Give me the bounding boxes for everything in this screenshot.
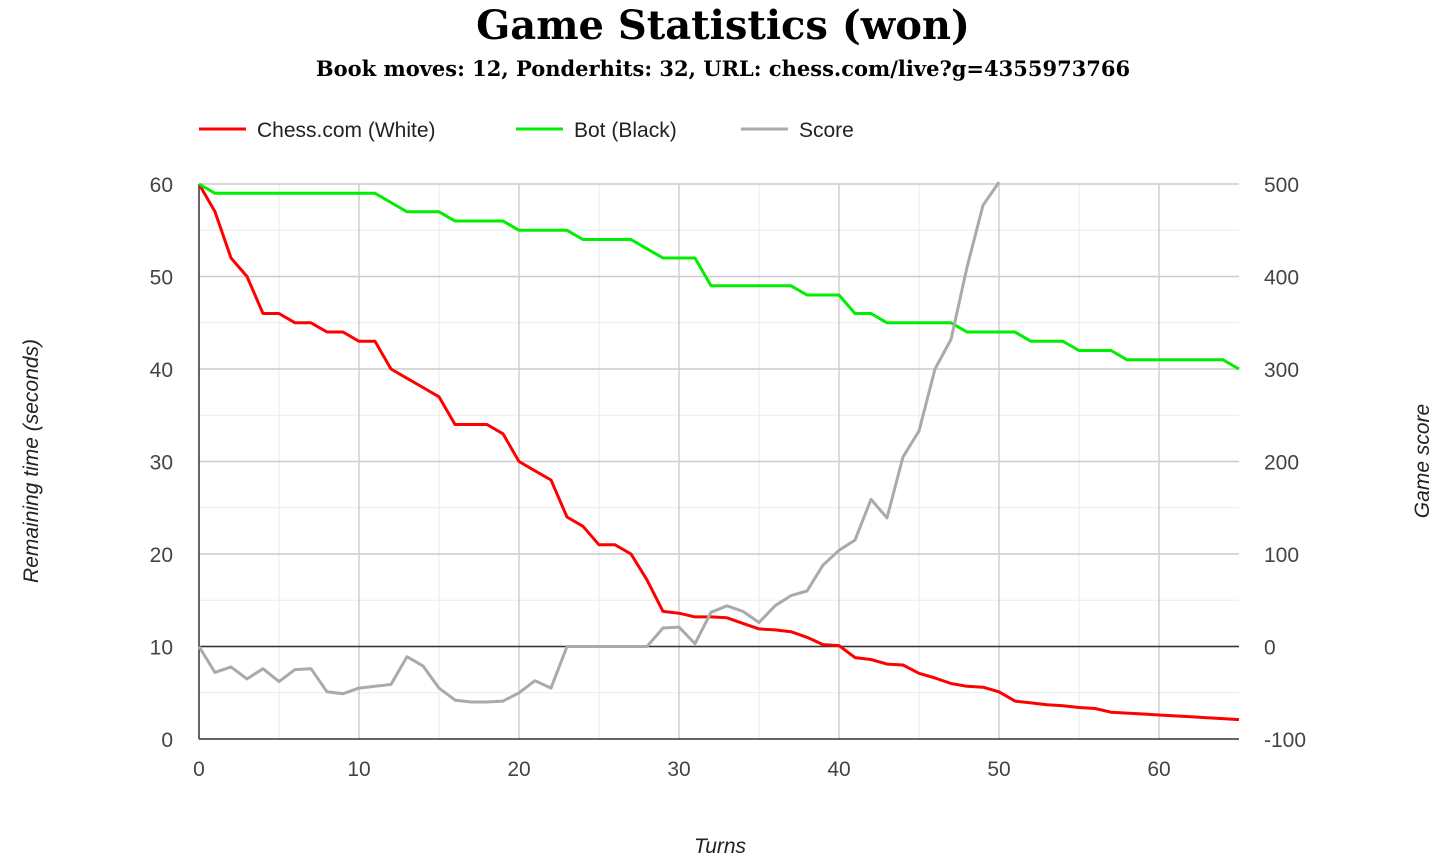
series-layer bbox=[197, 181, 1240, 722]
chart-title: Game Statistics (won) bbox=[476, 2, 970, 49]
legend-label: Bot (Black) bbox=[574, 119, 677, 142]
x-tick-label: 20 bbox=[507, 758, 530, 781]
y-right-tick-label: 100 bbox=[1264, 544, 1299, 567]
y-right-tick-label: 0 bbox=[1264, 637, 1276, 660]
y-axis-left-title: Remaining time (seconds) bbox=[20, 339, 43, 583]
x-axis-title: Turns bbox=[694, 835, 747, 858]
y-right-tick-label: -100 bbox=[1264, 729, 1306, 752]
x-tick-label: 40 bbox=[827, 758, 850, 781]
white-time-line bbox=[197, 183, 1240, 722]
chart-subtitle: Book moves: 12, Ponderhits: 32, URL: che… bbox=[315, 56, 1131, 81]
y-right-tick-label: 200 bbox=[1264, 452, 1299, 475]
y-right-tick-label: 300 bbox=[1264, 359, 1299, 382]
legend-label: Chess.com (White) bbox=[257, 119, 436, 142]
major-gridlines bbox=[199, 183, 1239, 739]
x-tick-label: 10 bbox=[347, 758, 370, 781]
y-left-tick-label: 60 bbox=[150, 174, 173, 197]
x-tick-label: 60 bbox=[1147, 758, 1170, 781]
x-tick-label: 30 bbox=[667, 758, 690, 781]
x-tick-label: 50 bbox=[987, 758, 1010, 781]
legend: Chess.com (White) Bot (Black) Score bbox=[199, 119, 854, 142]
score-line bbox=[197, 181, 1001, 704]
y-left-tick-label: 50 bbox=[150, 267, 173, 290]
y-left-tick-label: 40 bbox=[150, 359, 173, 382]
y-right-tick-label: 500 bbox=[1264, 174, 1299, 197]
y-left-tick-label: 30 bbox=[150, 452, 173, 475]
y-left-tick-label: 20 bbox=[150, 544, 173, 567]
legend-label: Score bbox=[799, 119, 854, 142]
y-axis-right-title: Game score bbox=[1411, 404, 1434, 518]
y-left-tick-label: 0 bbox=[161, 729, 173, 752]
x-tick-label: 0 bbox=[193, 758, 205, 781]
black-time-line bbox=[198, 182, 1240, 371]
tick-labels: 0 10 20 30 40 50 60 0 10 20 30 40 50 60 -100 0 100 200 300… bbox=[150, 174, 1306, 781]
y-left-tick-label: 10 bbox=[150, 637, 173, 660]
y-right-tick-label: 400 bbox=[1264, 267, 1299, 290]
